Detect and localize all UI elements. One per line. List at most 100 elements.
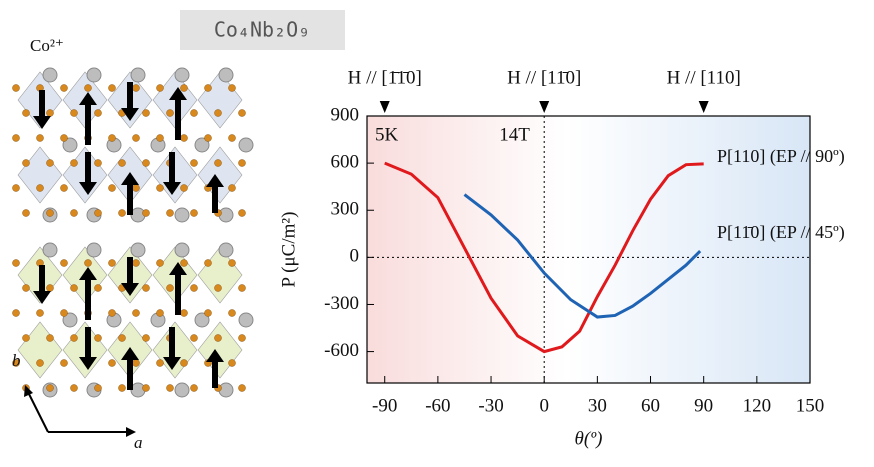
o-atom bbox=[180, 309, 188, 317]
o-atom bbox=[156, 84, 164, 92]
o-atom bbox=[238, 334, 246, 342]
o-atom bbox=[108, 184, 116, 192]
spin-head bbox=[121, 283, 139, 296]
octahedron bbox=[197, 246, 243, 304]
o-atom bbox=[94, 109, 102, 117]
o-atom bbox=[156, 184, 164, 192]
nb-atom bbox=[238, 137, 254, 153]
o-atom bbox=[12, 259, 20, 267]
octahedron bbox=[197, 71, 243, 129]
o-atom bbox=[156, 259, 164, 267]
x-tick-label: 30 bbox=[588, 395, 607, 416]
spin-head bbox=[33, 116, 51, 129]
o-atom bbox=[132, 359, 140, 367]
o-atom bbox=[132, 184, 140, 192]
o-atom bbox=[156, 359, 164, 367]
o-atom bbox=[166, 284, 174, 292]
o-atom bbox=[22, 209, 30, 217]
crystal-structure bbox=[12, 67, 254, 398]
x-tick-label: -60 bbox=[425, 395, 450, 416]
o-atom bbox=[118, 159, 126, 167]
o-atom bbox=[60, 134, 68, 142]
o-atom bbox=[84, 259, 92, 267]
o-atom bbox=[238, 384, 246, 392]
o-atom bbox=[94, 334, 102, 342]
arrowhead bbox=[126, 427, 136, 437]
o-atom bbox=[190, 109, 198, 117]
o-atom bbox=[180, 359, 188, 367]
field-label: H // [110] bbox=[667, 67, 741, 88]
o-atom bbox=[108, 134, 116, 142]
octahedron bbox=[197, 146, 243, 204]
o-atom bbox=[94, 159, 102, 167]
o-atom bbox=[190, 159, 198, 167]
nb-atom bbox=[130, 67, 146, 83]
o-atom bbox=[60, 309, 68, 317]
nb-atom bbox=[174, 207, 190, 223]
o-atom bbox=[228, 359, 236, 367]
spin-head bbox=[163, 357, 181, 370]
o-atom bbox=[22, 284, 30, 292]
o-atom bbox=[60, 259, 68, 267]
o-atom bbox=[94, 284, 102, 292]
o-atom bbox=[46, 384, 54, 392]
o-atom bbox=[108, 359, 116, 367]
title-box bbox=[180, 10, 345, 50]
o-atom bbox=[12, 309, 20, 317]
o-atom bbox=[118, 384, 126, 392]
o-atom bbox=[156, 309, 164, 317]
o-atom bbox=[228, 134, 236, 142]
o-atom bbox=[46, 284, 54, 292]
nb-atom bbox=[174, 67, 190, 83]
o-atom bbox=[108, 259, 116, 267]
y-tick-label: -600 bbox=[324, 340, 359, 361]
o-atom bbox=[46, 109, 54, 117]
o-atom bbox=[12, 84, 20, 92]
nb-atom bbox=[194, 137, 210, 153]
o-atom bbox=[166, 384, 174, 392]
octahedron bbox=[17, 321, 63, 379]
series-label: P[11̄0] (EP // 45º) bbox=[717, 222, 845, 243]
o-atom bbox=[60, 84, 68, 92]
plot-frame bbox=[366, 115, 811, 384]
spin-head bbox=[121, 347, 139, 360]
o-atom bbox=[60, 359, 68, 367]
o-atom bbox=[228, 84, 236, 92]
y-tick-label: 0 bbox=[350, 246, 360, 267]
field-marker bbox=[539, 101, 550, 113]
o-atom bbox=[180, 134, 188, 142]
o-atom bbox=[22, 159, 30, 167]
o-atom bbox=[142, 284, 150, 292]
x-tick-label: 90 bbox=[694, 395, 713, 416]
spin-head bbox=[206, 349, 224, 362]
x-tick-label: -30 bbox=[478, 395, 503, 416]
o-atom bbox=[180, 84, 188, 92]
y-axis-label: P (μC/m²) bbox=[278, 212, 299, 288]
x-axis-label: θ(º) bbox=[575, 428, 603, 449]
o-atom bbox=[84, 84, 92, 92]
y-tick-label: 600 bbox=[331, 151, 360, 172]
o-atom bbox=[70, 384, 78, 392]
o-atom bbox=[12, 359, 20, 367]
series-label: P[110] (EP // 90º) bbox=[717, 146, 845, 167]
x-tick-label: -90 bbox=[372, 395, 397, 416]
o-atom bbox=[22, 334, 30, 342]
nb-atom bbox=[218, 242, 234, 258]
o-atom bbox=[238, 159, 246, 167]
field-marker bbox=[379, 101, 390, 113]
spin-head bbox=[79, 357, 97, 370]
spin-head bbox=[206, 174, 224, 187]
nb-atom bbox=[238, 312, 254, 328]
o-atom bbox=[238, 209, 246, 217]
nb-atom bbox=[174, 242, 190, 258]
o-atom bbox=[46, 209, 54, 217]
compound: Co₄Nb₂O₉ bbox=[214, 18, 310, 42]
nb-atom bbox=[130, 242, 146, 258]
o-atom bbox=[132, 309, 140, 317]
annotation: 14T bbox=[499, 124, 530, 145]
field-marker bbox=[698, 101, 709, 113]
o-atom bbox=[190, 334, 198, 342]
o-atom bbox=[132, 259, 140, 267]
o-atom bbox=[214, 109, 222, 117]
